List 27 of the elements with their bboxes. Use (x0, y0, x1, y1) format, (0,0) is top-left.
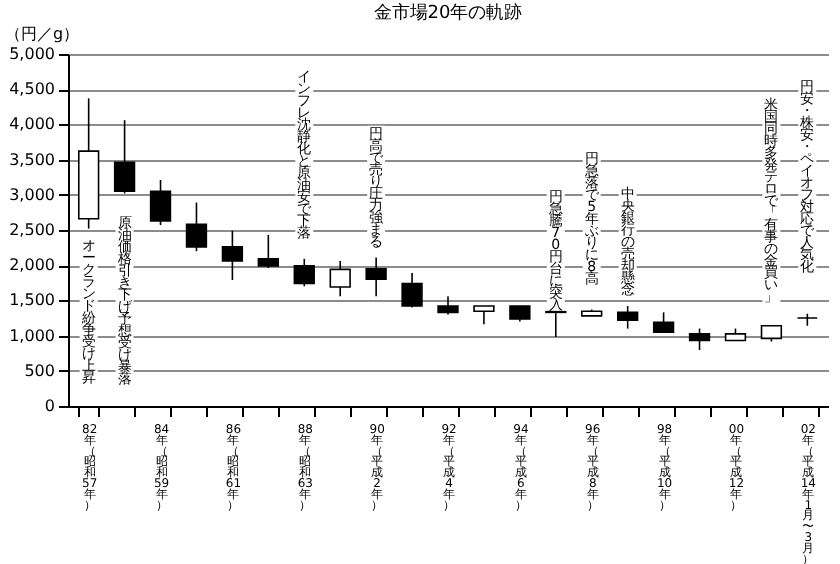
candlestick (149, 179, 172, 226)
candlestick (365, 256, 387, 297)
y-axis-title: （円／g） (5, 25, 80, 43)
y-tick-label: 1,000 (9, 326, 55, 345)
candlestick (437, 295, 459, 316)
candlestick (473, 305, 495, 326)
y-tick-label: 0 (44, 397, 55, 415)
y-tick-label: 3,000 (9, 185, 55, 204)
candlestick (652, 311, 675, 333)
y-tick-label: 5,000 (9, 45, 55, 63)
y-tick-label: 500 (24, 361, 55, 380)
candlestick (616, 305, 639, 330)
candlestick (688, 327, 711, 351)
y-tick-label: 2,000 (9, 256, 55, 275)
y-tick-label: 2,500 (9, 221, 55, 239)
y-tick-label: 3,500 (9, 150, 55, 169)
candlestick (257, 234, 280, 269)
candlestick (185, 201, 208, 252)
y-tick-label: 4,500 (9, 80, 55, 99)
chart-title: 金市場20年の軌跡 (373, 2, 523, 24)
candlestick (113, 119, 136, 195)
candlestick (293, 258, 315, 288)
candlestick (401, 272, 423, 309)
candlestick (329, 260, 351, 297)
candlestick (221, 229, 244, 281)
y-tick-label: 4,000 (9, 115, 55, 134)
y-tick-label: 1,500 (9, 291, 55, 310)
